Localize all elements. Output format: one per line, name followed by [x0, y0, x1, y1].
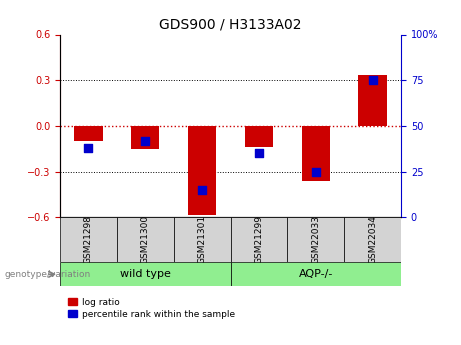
Title: GDS900 / H3133A02: GDS900 / H3133A02 — [159, 18, 302, 32]
Text: AQP-/-: AQP-/- — [299, 269, 333, 279]
Bar — [287, 217, 344, 262]
Bar — [301, 126, 330, 181]
Point — [198, 187, 206, 193]
Point — [142, 138, 149, 143]
Bar — [117, 217, 174, 262]
Text: GSM21299: GSM21299 — [254, 215, 263, 264]
Bar — [60, 262, 230, 286]
Bar — [60, 217, 117, 262]
Bar — [174, 217, 230, 262]
Point — [312, 169, 319, 174]
Bar — [358, 75, 387, 126]
Bar — [230, 217, 287, 262]
Text: GSM21301: GSM21301 — [198, 215, 207, 264]
Text: GSM21298: GSM21298 — [84, 215, 93, 264]
Bar — [230, 262, 401, 286]
Text: GSM21300: GSM21300 — [141, 215, 150, 264]
Bar — [344, 217, 401, 262]
Text: wild type: wild type — [120, 269, 171, 279]
Point — [85, 145, 92, 151]
Point — [255, 150, 263, 156]
Bar — [188, 126, 216, 215]
Legend: log ratio, percentile rank within the sample: log ratio, percentile rank within the sa… — [65, 294, 238, 322]
Point — [369, 77, 376, 83]
Text: GSM22034: GSM22034 — [368, 215, 377, 264]
Text: GSM22033: GSM22033 — [311, 215, 320, 264]
Bar — [245, 126, 273, 147]
Bar — [131, 126, 160, 149]
Text: genotype/variation: genotype/variation — [5, 270, 91, 279]
Bar — [74, 126, 102, 141]
